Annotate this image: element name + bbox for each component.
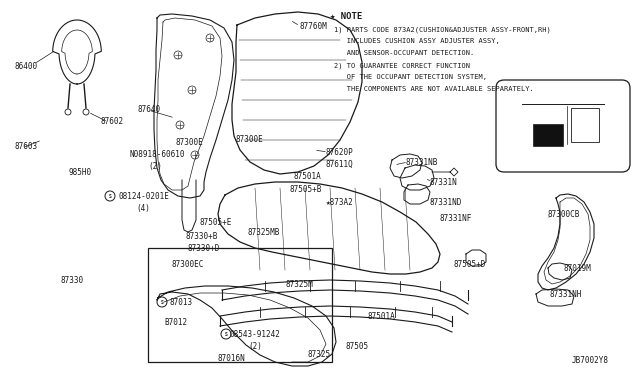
Text: 87300E: 87300E bbox=[176, 138, 204, 147]
Text: 87331N: 87331N bbox=[430, 178, 458, 187]
Text: 985H0: 985H0 bbox=[68, 168, 91, 177]
Text: OF THE OCCUPANT DETECTION SYSTEM,: OF THE OCCUPANT DETECTION SYSTEM, bbox=[334, 74, 487, 80]
Text: ★ NOTE: ★ NOTE bbox=[330, 12, 362, 21]
Text: 87331NH: 87331NH bbox=[550, 290, 582, 299]
Text: S: S bbox=[225, 331, 227, 337]
Text: 87300CB: 87300CB bbox=[548, 210, 580, 219]
Text: 87013: 87013 bbox=[170, 298, 193, 307]
Text: 87300E: 87300E bbox=[236, 135, 264, 144]
Text: 87016N: 87016N bbox=[218, 354, 246, 363]
Text: 87325MB: 87325MB bbox=[248, 228, 280, 237]
Text: 86400: 86400 bbox=[14, 62, 37, 71]
Text: 87620P: 87620P bbox=[326, 148, 354, 157]
Bar bbox=[533, 124, 563, 146]
Text: (2): (2) bbox=[248, 342, 262, 351]
Text: 87331NF: 87331NF bbox=[440, 214, 472, 223]
Text: AND SENSOR-OCCUPANT DETECTION.: AND SENSOR-OCCUPANT DETECTION. bbox=[334, 50, 474, 56]
Text: S: S bbox=[109, 193, 111, 199]
Text: 87603: 87603 bbox=[14, 142, 37, 151]
Text: 87611Q: 87611Q bbox=[326, 160, 354, 169]
Text: 87330+D: 87330+D bbox=[188, 244, 220, 253]
Text: 87331NB: 87331NB bbox=[406, 158, 438, 167]
Text: 87325M: 87325M bbox=[286, 280, 314, 289]
Text: B7012: B7012 bbox=[164, 318, 187, 327]
Text: 87505+E: 87505+E bbox=[200, 218, 232, 227]
Text: 87505: 87505 bbox=[346, 342, 369, 351]
Text: 2) TO GUARANTEE CORRECT FUNCTION: 2) TO GUARANTEE CORRECT FUNCTION bbox=[334, 62, 470, 68]
Text: ★873A2: ★873A2 bbox=[326, 198, 354, 207]
Text: (2): (2) bbox=[148, 162, 162, 171]
Text: 87501A: 87501A bbox=[368, 312, 396, 321]
Text: 08543-91242: 08543-91242 bbox=[230, 330, 281, 339]
Bar bbox=[148, 248, 332, 362]
Text: JB7002Y8: JB7002Y8 bbox=[572, 356, 609, 365]
Text: 87602: 87602 bbox=[100, 117, 123, 126]
Text: 87325: 87325 bbox=[308, 350, 331, 359]
Text: 87330: 87330 bbox=[60, 276, 83, 285]
Text: 87505+B: 87505+B bbox=[290, 185, 323, 194]
Text: 87501A: 87501A bbox=[294, 172, 322, 181]
Text: 87505+D: 87505+D bbox=[454, 260, 486, 269]
Text: 87640: 87640 bbox=[138, 105, 161, 114]
Text: 87300EC: 87300EC bbox=[172, 260, 204, 269]
Bar bbox=[571, 108, 599, 142]
Text: (4): (4) bbox=[136, 204, 150, 213]
Text: S: S bbox=[161, 299, 163, 305]
Text: 87331ND: 87331ND bbox=[430, 198, 462, 207]
Text: 1) PARTS CODE 873A2(CUSHION&ADJUSTER ASSY-FRONT,RH): 1) PARTS CODE 873A2(CUSHION&ADJUSTER ASS… bbox=[334, 26, 551, 32]
Text: 08124-0201E: 08124-0201E bbox=[118, 192, 169, 201]
Text: N08918-60610: N08918-60610 bbox=[130, 150, 186, 159]
Text: THE COMPONENTS ARE NOT AVAILABLE SEPARATELY.: THE COMPONENTS ARE NOT AVAILABLE SEPARAT… bbox=[334, 86, 534, 92]
Text: INCLUDES CUSHION ASSY ADJUSTER ASSY,: INCLUDES CUSHION ASSY ADJUSTER ASSY, bbox=[334, 38, 500, 44]
Text: 87019M: 87019M bbox=[564, 264, 592, 273]
Text: 87330+B: 87330+B bbox=[185, 232, 218, 241]
Text: 87760M: 87760M bbox=[300, 22, 328, 31]
